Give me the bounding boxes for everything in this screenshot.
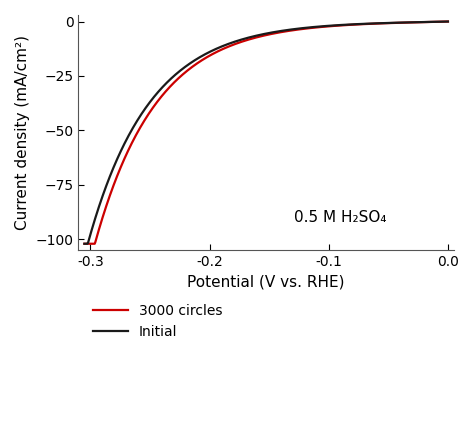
Legend: 3000 circles, Initial: 3000 circles, Initial: [93, 304, 222, 339]
3000 circles: [146, 111, 152, 116]
Line: Initial: Initial: [84, 21, 448, 244]
3000 circles: [82, 241, 87, 246]
Initial: [246, 35, 252, 40]
Initial: [445, 19, 451, 24]
Initial: [146, 101, 152, 106]
3000 circles: [175, 76, 181, 82]
Initial: [324, 23, 330, 28]
3000 circles: [355, 22, 361, 27]
3000 circles: [296, 27, 301, 32]
Line: 3000 circles: 3000 circles: [84, 21, 448, 244]
Initial: [296, 26, 301, 31]
Initial: [82, 241, 87, 246]
3000 circles: [324, 24, 330, 29]
3000 circles: [246, 37, 252, 42]
X-axis label: Potential (V vs. RHE): Potential (V vs. RHE): [187, 275, 345, 290]
Initial: [355, 21, 361, 27]
Y-axis label: Current density (mA/cm²): Current density (mA/cm²): [15, 35, 30, 230]
Initial: [175, 70, 181, 75]
3000 circles: [445, 19, 451, 24]
Text: 0.5 M H₂SO₄: 0.5 M H₂SO₄: [294, 210, 387, 225]
